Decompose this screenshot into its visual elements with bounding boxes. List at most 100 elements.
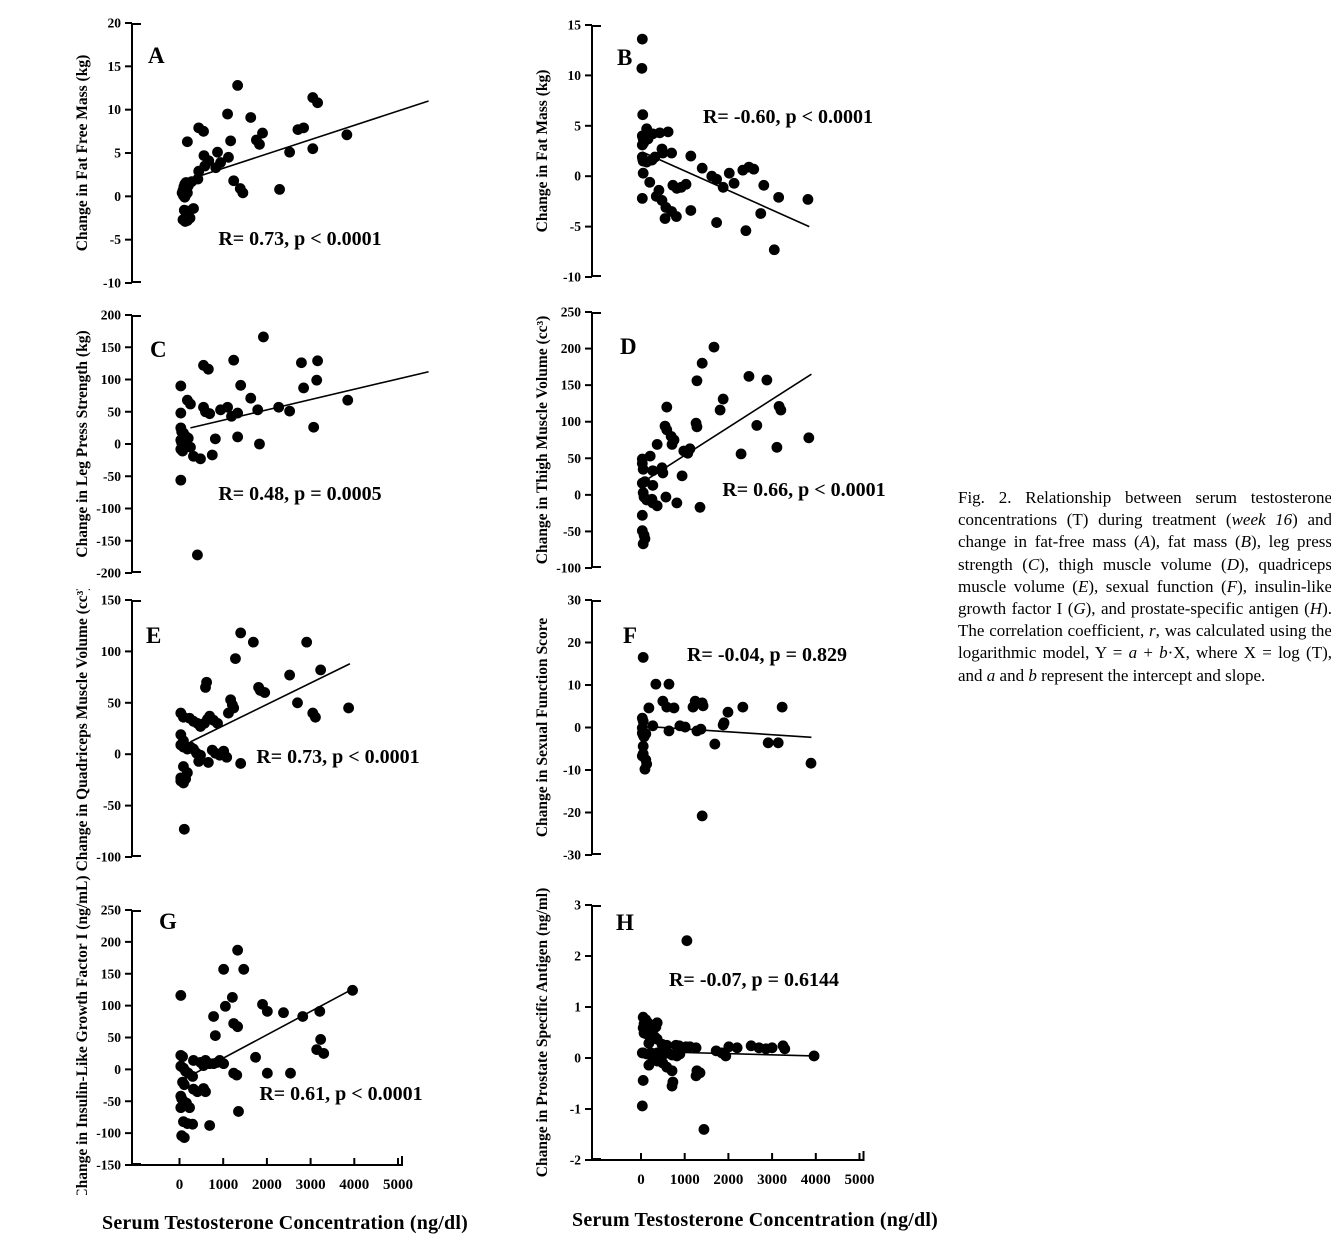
panel-letter: D [620,334,637,359]
data-point [257,127,268,139]
data-point [696,162,708,174]
data-point [641,1028,653,1040]
correlation-annotation: R= -0.04, p = 0.829 [687,644,847,666]
y-tick-label: 150 [101,340,122,355]
data-point [717,393,729,405]
data-point [654,127,666,139]
y-tick-label: 0 [114,1062,121,1077]
y-tick-label: -50 [563,524,581,539]
y-axis-label: Change in Insulin-Like Growth Factor I (… [74,876,91,1195]
panel-sexual-function: 30 20 10 0 -10 -20 -30 F R= -0.04, p = 0.829 Chan… [520,589,940,876]
y-tick-label: 3 [574,898,581,913]
caption-segment: ), thigh muscle volume ( [1039,554,1227,574]
data-point [685,205,697,216]
caption-segment: ·X, where X = log (T), and [958,643,1331,685]
data-point [651,500,663,512]
panel-fat-free-mass: 20 15 10 5 0 -5 -10 A R= 0.73, p < 0.0001 Change … [60,15,480,302]
y-axis-label: Change in Thigh Muscle Volume (cc³) [534,316,551,565]
y-tick-label: -50 [103,798,121,813]
y-tick-label: 250 [101,903,122,918]
data-point [298,122,310,134]
data-point [178,1132,190,1143]
data-point [233,1106,244,1117]
data-point [690,1070,702,1082]
data-point [772,737,784,749]
y-tick-label: -50 [103,469,121,484]
data-point [740,225,752,237]
data-point [668,702,680,714]
y-tick-label: -10 [563,763,581,778]
data-point [232,80,244,91]
data-point [341,129,353,141]
data-point [663,725,675,737]
data-point [762,737,774,749]
data-point [650,678,662,690]
data-point [222,108,233,120]
y-tick-label: 2 [574,949,581,964]
x-tick-label: 1000 [208,1177,238,1193]
data-point [636,33,648,45]
data-point [343,702,355,714]
y-tick-label: 50 [568,451,582,466]
data-point [188,203,199,214]
caption-italic-segment: A [1139,532,1151,552]
y-tick-label: 0 [114,189,121,204]
data-point [651,438,663,450]
data-point [643,1059,655,1071]
data-point [758,179,770,191]
data-point [636,509,648,521]
data-point [805,757,817,769]
y-tick-label: -5 [110,232,121,247]
caption-segment: ) and change in fat-free mass ( [958,510,1331,552]
data-point [643,1037,655,1049]
data-point [284,405,296,417]
y-tick-label: -100 [96,501,121,516]
data-point [315,664,327,676]
data-point [192,549,203,561]
data-point [773,191,785,203]
data-point [222,401,233,413]
figure-caption: Fig. 2. Relationship between serum testo… [958,487,1331,687]
data-point [659,213,671,224]
data-point [776,701,788,713]
panel-igf-1: 250 200 150 100 50 0 -50 -100 -150 0 1000 2000 3000 4… [60,876,480,1195]
y-tick-label: -2 [570,1153,581,1168]
data-point [184,212,196,224]
y-tick-label: 0 [114,437,121,452]
data-point [637,109,649,121]
correlation-annotation: R= 0.73, p < 0.0001 [256,746,419,768]
data-point [218,963,230,975]
y-tick-label: 5 [114,146,121,161]
x-tick-label: 4000 [339,1177,369,1193]
data-point [184,1102,195,1114]
caption-segment: and [995,665,1029,685]
data-point [231,1069,243,1081]
data-point [278,1007,289,1019]
data-point [666,1080,678,1092]
data-point [676,470,688,482]
caption-segment: ), quadriceps muscle volume ( [958,554,1331,596]
data-point [681,935,693,947]
scatter-plot-H: 3 2 1 0 -1 -2 0 1000 2000 3000 4000 5000 H R= -0.07, … [534,888,875,1188]
y-tick-label: -20 [563,805,581,820]
data-point [232,431,244,443]
correlation-annotation: R= 0.48, p = 0.0005 [218,483,381,505]
caption-italic-segment: C [1027,554,1040,574]
scatter-plot-G: 250 200 150 100 50 0 -50 -100 -150 0 1000 2000 3000 4… [74,876,423,1195]
data-point [637,1075,649,1086]
y-tick-label: 1 [574,1000,581,1015]
panel-letter: A [148,43,165,68]
data-point [709,738,721,750]
y-tick-label: 50 [108,1030,122,1045]
caption-italic-segment: B [1240,532,1252,552]
caption-italic-segment: G [1073,599,1086,619]
y-axis-label: Change in Fat Mass (kg) [534,70,551,233]
data-point [181,136,193,148]
data-point [663,678,675,690]
y-tick-label: -150 [96,1158,121,1173]
y-tick-label: 0 [114,747,121,762]
data-point [258,331,269,343]
data-point [731,1042,743,1054]
caption-segment: , was calculated using the logarithmic m… [958,621,1331,663]
data-point [698,1124,710,1135]
